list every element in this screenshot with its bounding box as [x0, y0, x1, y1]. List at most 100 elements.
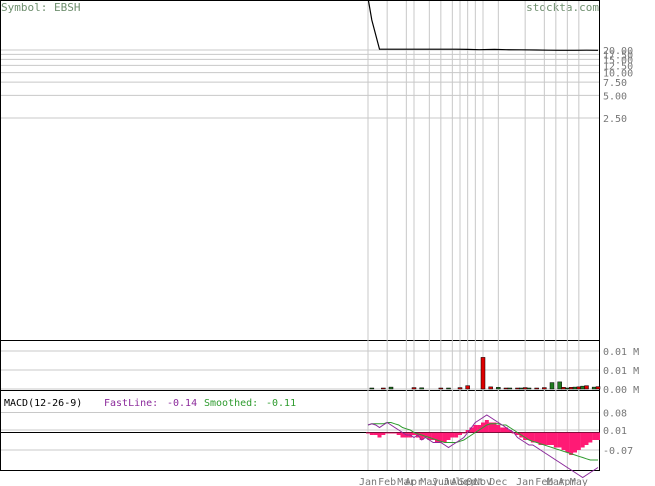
- grid-lines: [1, 1, 599, 470]
- x-tick-label: Jul: [443, 477, 461, 486]
- macd-tick-label: 0.08: [603, 409, 627, 420]
- price-tick-label: 12.50: [603, 61, 633, 72]
- macd-histogram-bar: [435, 432, 439, 443]
- volume-bar: [419, 387, 424, 390]
- macd-histogram-bar: [580, 432, 585, 448]
- macd-histogram-bar: [366, 432, 370, 434]
- macd-tick-label: -0.07: [603, 446, 633, 457]
- x-tick-label: May: [570, 477, 588, 486]
- macd-histogram-bar: [576, 432, 581, 450]
- volume-bar: [515, 387, 520, 390]
- volume-bar: [568, 387, 574, 390]
- macd-histogram-bar: [569, 432, 574, 455]
- volume-bar: [503, 387, 509, 390]
- macd-histogram-bar: [565, 432, 570, 453]
- macd-histogram-bar: [484, 420, 489, 433]
- macd-histogram-bar: [438, 432, 443, 443]
- x-tick-label: Sep: [459, 477, 477, 486]
- x-tick-label: May: [420, 477, 438, 486]
- macd-histogram-bar: [504, 427, 508, 433]
- volume-bar: [595, 386, 601, 390]
- volume-bar: [438, 387, 444, 390]
- macd-histogram-bar: [442, 432, 447, 443]
- volume-bar: [557, 381, 562, 390]
- macd-histogram-bar: [469, 427, 474, 433]
- price-panel: [0, 0, 600, 341]
- macd-histogram-bar: [507, 430, 512, 433]
- x-tick-label: Nov: [474, 477, 492, 486]
- macd-histogram-bar: [523, 432, 528, 440]
- volume-bar: [576, 386, 582, 390]
- macd-histogram-bar: [458, 432, 462, 435]
- volume-bar: [507, 387, 513, 390]
- fastline-value: -0.14: [167, 398, 197, 409]
- price-tick-label: 5.00: [603, 91, 627, 102]
- volume-bar: [446, 387, 451, 390]
- volume-tick-label: 0.00 M: [603, 385, 639, 396]
- symbol-label: Symbol: EBSH: [1, 1, 80, 14]
- site-label: stockta.com: [526, 1, 599, 14]
- volume-bar: [457, 387, 463, 390]
- macd-histogram-bar: [538, 432, 543, 445]
- volume-bar: [561, 387, 566, 390]
- volume-bar: [591, 386, 597, 390]
- macd-histogram-bar: [385, 432, 390, 434]
- macd-histogram-bar: [488, 422, 493, 433]
- macd-series: [1, 414, 600, 479]
- macd-histogram-bar: [381, 432, 386, 435]
- macd-histogram-bar: [584, 432, 589, 445]
- x-tick-label: Apr: [558, 477, 576, 486]
- volume-bar: [488, 386, 493, 390]
- x-tick-label: Jan: [359, 477, 377, 486]
- macd-histogram-bar: [561, 432, 566, 450]
- volume-tick-label: 0.01 M: [603, 366, 639, 377]
- volume-panel: [0, 340, 600, 391]
- volume-bar: [465, 385, 470, 390]
- macd-histogram-bar: [465, 430, 470, 433]
- smoothed-line: [367, 422, 598, 461]
- volume-bar: [519, 387, 524, 390]
- price-tick-label: 20.00: [603, 46, 633, 57]
- macd-histogram-bar: [492, 422, 497, 433]
- macd-histogram-bar: [592, 432, 597, 440]
- macd-histogram-bar: [546, 432, 551, 445]
- macd-histogram-bar: [412, 432, 416, 435]
- macd-panel: [0, 390, 600, 471]
- macd-histogram-bar: [423, 432, 428, 438]
- macd-histogram-bar: [377, 432, 382, 438]
- macd-histogram-bar: [515, 432, 520, 435]
- x-tick-label: Jun: [432, 477, 450, 486]
- macd-histogram-bar: [550, 432, 554, 445]
- volume-tick-label: 0.01 M: [603, 347, 639, 358]
- price-line: [367, 0, 599, 51]
- macd-histogram-bar: [389, 432, 393, 434]
- volume-bar: [542, 387, 547, 390]
- macd-label: MACD(12-26-9): [4, 398, 82, 409]
- volume-bar: [480, 357, 486, 390]
- x-tick-label: Mar: [547, 477, 565, 486]
- macd-histogram-bar: [542, 432, 547, 445]
- macd-histogram-bar: [392, 432, 397, 434]
- x-tick-label: Feb: [378, 477, 396, 486]
- volume-series: [369, 357, 601, 390]
- volume-bar: [580, 385, 585, 390]
- macd-histogram-bar: [369, 432, 374, 435]
- fastline-label: FastLine:: [104, 398, 158, 409]
- macd-histogram-bar: [527, 432, 531, 440]
- volume-bar: [526, 387, 532, 390]
- macd-histogram-bar: [400, 432, 405, 438]
- macd-tick-label: 0.01: [603, 426, 627, 437]
- volume-bar: [565, 387, 570, 390]
- volume-bar: [369, 387, 375, 390]
- x-tick-label: Jan: [516, 477, 534, 486]
- volume-bar: [584, 385, 589, 390]
- macd-histogram-bar: [461, 432, 466, 434]
- smoothed-label: Smoothed:: [204, 398, 258, 409]
- macd-histogram-bar: [446, 432, 451, 440]
- volume-bar: [522, 387, 528, 390]
- x-tick-label: Dec: [489, 477, 507, 486]
- fastline-line: [367, 414, 599, 479]
- volume-bar: [534, 387, 539, 390]
